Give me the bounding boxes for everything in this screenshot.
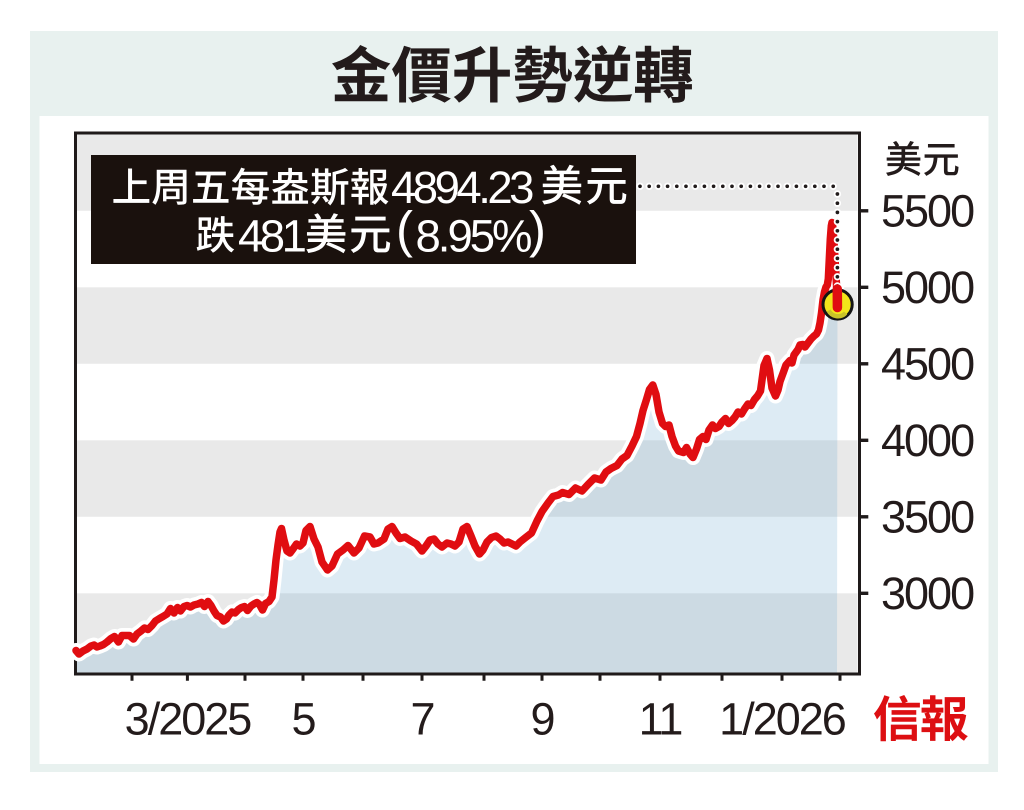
svg-text:3000: 3000 [881, 568, 974, 619]
svg-text:(: ( [396, 201, 413, 258]
svg-text:5000: 5000 [881, 262, 974, 313]
svg-text:): ) [529, 201, 546, 258]
svg-text:4000: 4000 [881, 415, 974, 466]
svg-text:4500: 4500 [881, 338, 974, 389]
svg-text:11: 11 [639, 694, 682, 745]
svg-text:481: 481 [238, 211, 306, 262]
svg-text:9: 9 [530, 694, 553, 745]
svg-text:5500: 5500 [881, 185, 974, 236]
svg-text:8.95%: 8.95% [416, 211, 532, 262]
svg-text:3500: 3500 [881, 491, 974, 542]
svg-text:5: 5 [291, 694, 315, 745]
svg-text:1/2026: 1/2026 [719, 694, 846, 745]
svg-text:4894.23: 4894.23 [391, 162, 533, 213]
svg-text:3/2025: 3/2025 [125, 694, 252, 745]
svg-text:7: 7 [410, 694, 433, 745]
